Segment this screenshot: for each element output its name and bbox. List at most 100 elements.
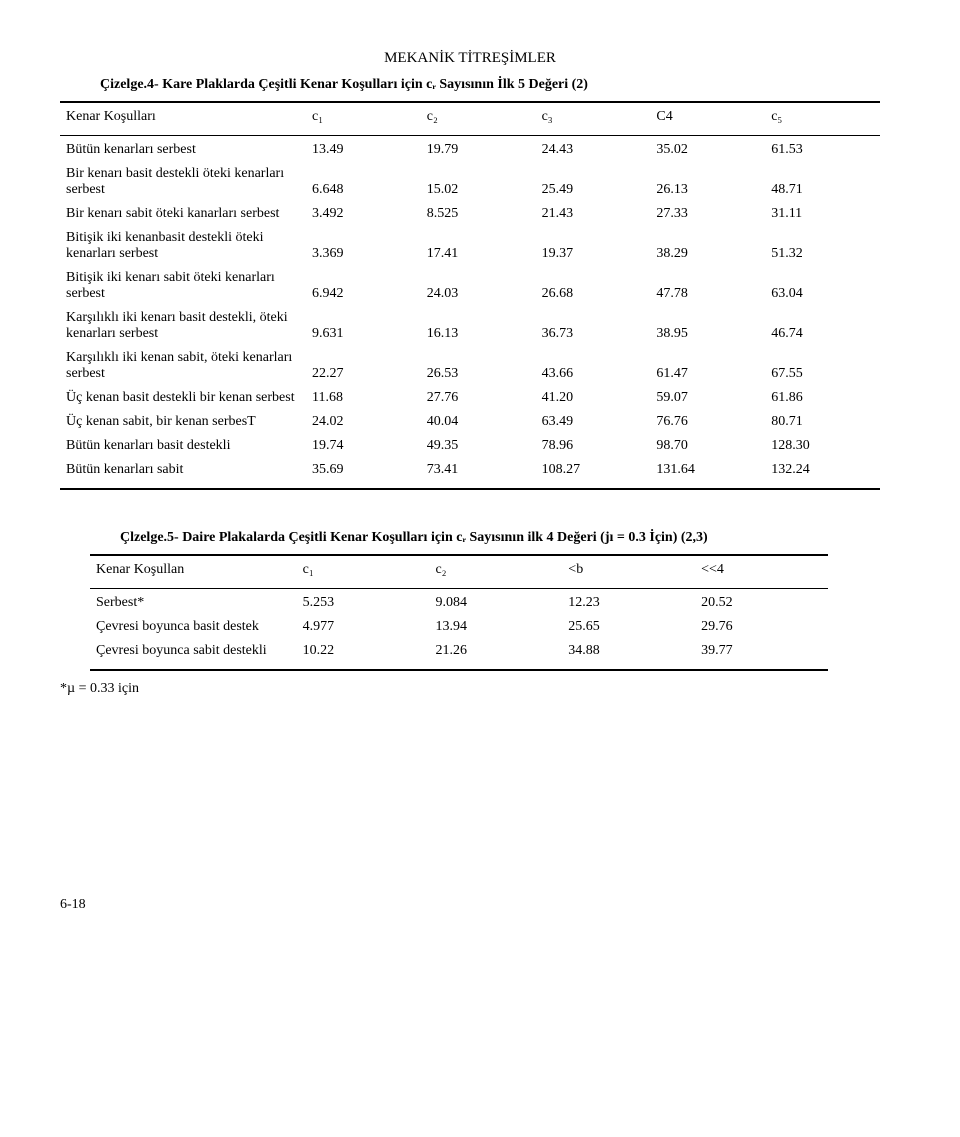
rule bbox=[60, 135, 880, 136]
cell: 4.977 bbox=[297, 615, 430, 639]
cell: 11.68 bbox=[306, 386, 421, 410]
table1-header-c2: c₂ bbox=[421, 105, 536, 129]
table1-header-c4: C4 bbox=[650, 105, 765, 129]
table-row: Bir kenarı sabit öteki kanarları serbest… bbox=[60, 202, 880, 226]
row-label: Bütün kenarları serbest bbox=[60, 138, 306, 162]
row-label: Serbest* bbox=[90, 591, 297, 615]
footnote: *µ = 0.33 için bbox=[60, 681, 880, 697]
cell: 39.77 bbox=[695, 639, 828, 663]
cell: 26.13 bbox=[650, 162, 765, 202]
table2: Kenar Koşullan c₁ c₂ <b <<4 bbox=[90, 558, 828, 582]
cell: 17.41 bbox=[421, 226, 536, 266]
cell: 20.52 bbox=[695, 591, 828, 615]
cell: 15.02 bbox=[421, 162, 536, 202]
table-row: Bütün kenarları serbest 13.49 19.79 24.4… bbox=[60, 138, 880, 162]
table-row: Üç kenan sabit, bir kenan serbesT 24.02 … bbox=[60, 410, 880, 434]
row-label: Çevresi boyunca sabit destekli bbox=[90, 639, 297, 663]
cell: 78.96 bbox=[536, 434, 651, 458]
row-label: Bitişik iki kenarı sabit öteki kenarları… bbox=[60, 266, 306, 306]
table2-header-label: Kenar Koşullan bbox=[90, 558, 297, 582]
row-label: Çevresi boyunca basit destek bbox=[90, 615, 297, 639]
cell: 80.71 bbox=[765, 410, 880, 434]
table1-caption: Çizelge.4- Kare Plaklarda Çeşitli Kenar … bbox=[100, 77, 880, 93]
cell: 132.24 bbox=[765, 458, 880, 482]
row-label: Bitişik iki kenanbasit destekli öteki ke… bbox=[60, 226, 306, 266]
table1-header-c1: c₁ bbox=[306, 105, 421, 129]
cell: 63.49 bbox=[536, 410, 651, 434]
table-row: Serbest* 5.253 9.084 12.23 20.52 bbox=[90, 591, 828, 615]
row-label: Üç kenan sabit, bir kenan serbesT bbox=[60, 410, 306, 434]
cell: 27.76 bbox=[421, 386, 536, 410]
cell: 35.69 bbox=[306, 458, 421, 482]
row-label: Bütün kenarları basit destekli bbox=[60, 434, 306, 458]
table-row: Karşılıklı iki kenan sabit, öteki kenarl… bbox=[60, 346, 880, 386]
table2-header-c3: <b bbox=[562, 558, 695, 582]
cell: 128.30 bbox=[765, 434, 880, 458]
cell: 24.43 bbox=[536, 138, 651, 162]
cell: 31.11 bbox=[765, 202, 880, 226]
cell: 10.22 bbox=[297, 639, 430, 663]
table2-caption: Çlzelge.5- Daire Plakalarda Çeşitli Kena… bbox=[120, 530, 880, 546]
row-label: Karşılıklı iki kenarı basit destekli, öt… bbox=[60, 306, 306, 346]
page-number: 6-18 bbox=[60, 897, 880, 913]
cell: 67.55 bbox=[765, 346, 880, 386]
cell: 3.492 bbox=[306, 202, 421, 226]
rule bbox=[90, 588, 828, 589]
table-row: Üç kenan basit destekli bir kenan serbes… bbox=[60, 386, 880, 410]
cell: 61.86 bbox=[765, 386, 880, 410]
table-row: Bitişik iki kenarı sabit öteki kenarları… bbox=[60, 266, 880, 306]
table2-header-c1: c₁ bbox=[297, 558, 430, 582]
cell: 24.02 bbox=[306, 410, 421, 434]
cell: 51.32 bbox=[765, 226, 880, 266]
table-row: Karşılıklı iki kenarı basit destekli, öt… bbox=[60, 306, 880, 346]
cell: 26.68 bbox=[536, 266, 651, 306]
cell: 26.53 bbox=[421, 346, 536, 386]
cell: 19.74 bbox=[306, 434, 421, 458]
cell: 49.35 bbox=[421, 434, 536, 458]
cell: 41.20 bbox=[536, 386, 651, 410]
table1-header-c3: c₃ bbox=[536, 105, 651, 129]
cell: 6.648 bbox=[306, 162, 421, 202]
cell: 36.73 bbox=[536, 306, 651, 346]
cell: 6.942 bbox=[306, 266, 421, 306]
cell: 3.369 bbox=[306, 226, 421, 266]
cell: 73.41 bbox=[421, 458, 536, 482]
cell: 27.33 bbox=[650, 202, 765, 226]
cell: 16.13 bbox=[421, 306, 536, 346]
table-row: Çevresi boyunca basit destek 4.977 13.94… bbox=[90, 615, 828, 639]
table-row: Bir kenarı basit destekli öteki kenarlar… bbox=[60, 162, 880, 202]
cell: 19.79 bbox=[421, 138, 536, 162]
row-label: Üç kenan basit destekli bir kenan serbes… bbox=[60, 386, 306, 410]
cell: 61.47 bbox=[650, 346, 765, 386]
page-header: MEKANİK TİTREŞİMLER bbox=[60, 50, 880, 67]
cell: 21.26 bbox=[429, 639, 562, 663]
cell: 25.49 bbox=[536, 162, 651, 202]
table-row: Çevresi boyunca sabit destekli 10.22 21.… bbox=[90, 639, 828, 663]
cell: 5.253 bbox=[297, 591, 430, 615]
cell: 19.37 bbox=[536, 226, 651, 266]
cell: 13.49 bbox=[306, 138, 421, 162]
cell: 29.76 bbox=[695, 615, 828, 639]
cell: 48.71 bbox=[765, 162, 880, 202]
row-label: Bütün kenarları sabit bbox=[60, 458, 306, 482]
cell: 76.76 bbox=[650, 410, 765, 434]
table-row: Bitişik iki kenanbasit destekli öteki ke… bbox=[60, 226, 880, 266]
cell: 35.02 bbox=[650, 138, 765, 162]
rule bbox=[60, 101, 880, 103]
cell: 21.43 bbox=[536, 202, 651, 226]
rule bbox=[60, 488, 880, 490]
table1-body: Bütün kenarları serbest 13.49 19.79 24.4… bbox=[60, 138, 880, 482]
table2-header-c4: <<4 bbox=[695, 558, 828, 582]
table-row: Bütün kenarları basit destekli 19.74 49.… bbox=[60, 434, 880, 458]
cell: 40.04 bbox=[421, 410, 536, 434]
rule bbox=[90, 669, 828, 671]
table1: Kenar Koşulları c₁ c₂ c₃ C4 c₅ bbox=[60, 105, 880, 129]
cell: 8.525 bbox=[421, 202, 536, 226]
cell: 12.23 bbox=[562, 591, 695, 615]
cell: 108.27 bbox=[536, 458, 651, 482]
cell: 98.70 bbox=[650, 434, 765, 458]
cell: 61.53 bbox=[765, 138, 880, 162]
cell: 9.084 bbox=[429, 591, 562, 615]
table-row: Bütün kenarları sabit 35.69 73.41 108.27… bbox=[60, 458, 880, 482]
cell: 63.04 bbox=[765, 266, 880, 306]
